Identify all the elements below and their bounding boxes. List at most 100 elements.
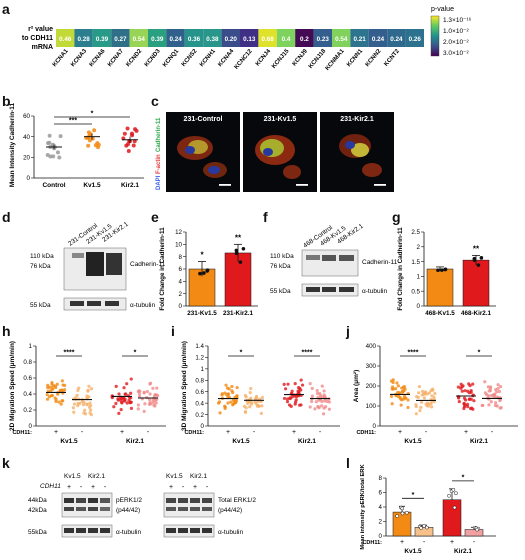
data-point <box>390 387 394 391</box>
data-point <box>327 400 331 404</box>
blot-k-band-tubulin-1: α-tubulin <box>116 529 141 536</box>
data-point <box>425 525 429 530</box>
heatmap-cell-value: 0.24 <box>372 36 385 43</box>
data-point <box>47 140 52 145</box>
data-point <box>403 387 407 391</box>
data-point <box>244 406 248 410</box>
y-tick-label: 1 <box>29 343 33 350</box>
y-tick-label: 2.5 <box>411 229 420 236</box>
blot-k-mw-55: 55kDa <box>28 529 47 536</box>
data-point <box>402 385 407 389</box>
data-point <box>129 391 133 395</box>
heatmap-gene-label: KCNQ1 <box>162 48 181 68</box>
data-point <box>231 390 235 395</box>
data-point <box>119 408 123 412</box>
y-tick-label: 0.6 <box>23 375 32 382</box>
data-point <box>463 389 467 393</box>
panel-h-chart: 0 0.2 0.4 0.6 0.8 1 2D Migration Speed (μm/min… <box>9 341 166 445</box>
data-point <box>142 409 146 413</box>
data-point <box>230 384 234 389</box>
data-point <box>120 401 124 405</box>
y-axis-label: Mean intensity pERK/total ERK <box>360 464 366 550</box>
heatmap-gene-label: KCNA1 <box>52 48 70 68</box>
data-point <box>154 401 158 405</box>
significance-label: * <box>200 251 204 260</box>
x-sign-label: + <box>120 429 124 436</box>
y-tick-label: 0 <box>29 423 33 430</box>
heatmap-gene-label: KCNT2 <box>383 48 401 68</box>
data-point <box>285 397 290 401</box>
data-point <box>151 400 155 404</box>
panel-letter-l: l <box>346 455 350 471</box>
data-point <box>395 381 399 385</box>
data-point <box>472 399 476 403</box>
data-point <box>400 511 405 516</box>
data-point <box>136 403 140 407</box>
data-point <box>142 391 146 395</box>
panel-j-chart: 0 100 200 300 400 Area (μm²) + - + - CDH11: Kv1.5 Ki… <box>353 343 518 445</box>
data-point <box>320 395 324 399</box>
data-point <box>72 402 77 406</box>
data-point <box>53 396 57 400</box>
data-point <box>422 523 426 528</box>
heatmap-cell-value: 0.68 <box>261 36 274 43</box>
data-point <box>235 394 239 398</box>
data-point <box>50 393 54 398</box>
heatmap-row-label-line2: to CDH11 <box>22 35 53 42</box>
heatmap-cell-value: 0.46 <box>59 36 72 43</box>
heatmap-cell-value: 0.54 <box>133 36 146 43</box>
data-point <box>290 389 294 393</box>
data-point <box>77 401 82 406</box>
data-point <box>313 407 317 411</box>
channel-label-dapi: DAPI <box>156 175 162 190</box>
y-axis-label: Area (μm²) <box>353 370 360 403</box>
data-point <box>223 391 227 395</box>
data-point <box>226 392 230 397</box>
heatmap-gene-label: KCNJ15 <box>271 48 291 70</box>
data-point <box>498 406 502 410</box>
data-point <box>45 397 50 401</box>
heatmap-gene-label: KCNJ9 <box>292 48 310 67</box>
significance-label: **** <box>408 350 419 357</box>
panel-c-micrographs: DAPI F-actin Cadherin-11 231-Control <box>156 112 394 192</box>
blot-d-mw-55: 55 kDa <box>30 302 51 309</box>
heatmap-cell <box>74 29 93 47</box>
data-point <box>496 386 500 391</box>
data-point <box>235 385 239 390</box>
heatmap-row-label-line3: mRNA <box>32 44 53 51</box>
data-point <box>51 154 56 159</box>
panel-b-chart: Mean Intensity Cadherin-11 0 20 40 60 Contro… <box>9 103 144 189</box>
y-tick-label: 40 <box>23 134 30 141</box>
heatmap-cell <box>184 29 204 47</box>
y-tick-label: 8 <box>379 475 383 482</box>
data-point <box>487 394 491 398</box>
data-point <box>87 138 92 143</box>
data-point <box>486 385 490 389</box>
data-point <box>443 267 448 272</box>
data-point <box>399 403 403 407</box>
data-point <box>427 391 431 395</box>
significance-label: **** <box>302 350 313 357</box>
heatmap-cell <box>350 29 369 47</box>
blot-k-sign-4: - <box>104 484 107 491</box>
data-point <box>420 393 424 397</box>
heatmap-cell <box>368 29 388 47</box>
data-point <box>57 400 61 404</box>
heatmap-cell <box>332 29 351 47</box>
y-tick-label: 1 <box>417 274 421 281</box>
data-point <box>116 397 120 401</box>
data-point <box>467 382 471 386</box>
heatmap-gene-label: KCND2 <box>125 48 143 68</box>
y-tick-label: 4 <box>379 504 383 511</box>
data-point <box>286 382 290 386</box>
data-point <box>310 386 314 390</box>
y-tick-label: 0.2 <box>23 407 32 414</box>
data-point <box>81 403 86 407</box>
heatmap-cell <box>203 29 222 47</box>
heatmap-cell-value: 0.2 <box>300 36 309 43</box>
data-point <box>89 387 94 391</box>
data-point <box>114 384 118 388</box>
y-tick-label: 0.8 <box>23 359 32 366</box>
blot-k-sign-3: + <box>91 484 95 491</box>
bar <box>464 529 484 537</box>
